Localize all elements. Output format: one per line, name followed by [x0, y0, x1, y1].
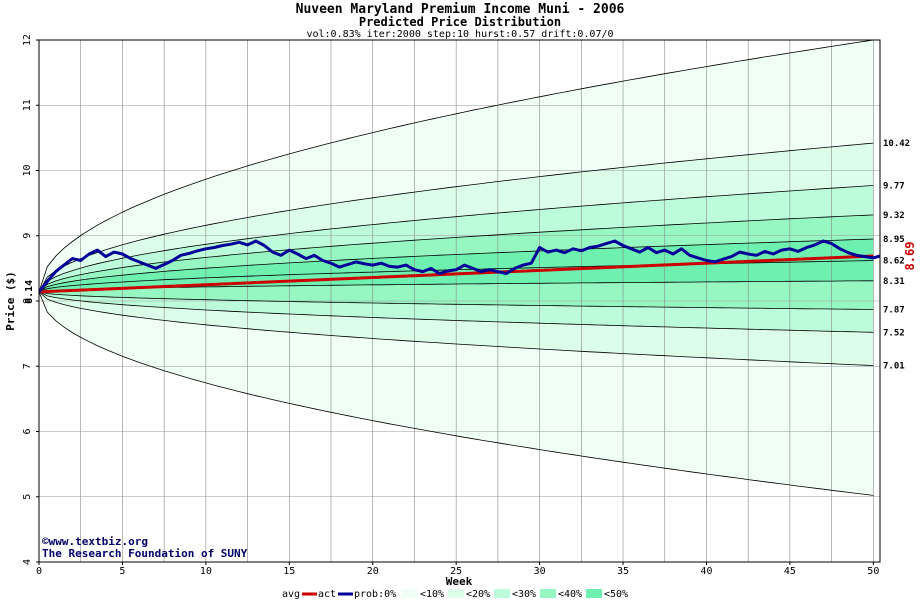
legend-band-40-label: <40% [558, 589, 582, 600]
percentile-curve-p90 [39, 291, 874, 366]
right-percentile-label: 7.87 [883, 305, 905, 315]
legend-band-40-swatch [540, 589, 556, 598]
y-axis-label: Price ($) [4, 271, 17, 331]
right-percentile-label: 10.42 [883, 139, 910, 149]
legend-band-20-label: <20% [466, 589, 490, 600]
legend-band-10-label: <10% [420, 589, 444, 600]
legend-avg-label: avg [282, 589, 300, 600]
y-tick-label: 5 [22, 494, 33, 500]
right-percentile-label: 8.62 [883, 257, 905, 267]
chart-subtitle: Predicted Price Distribution [359, 15, 561, 29]
legend-band-30-swatch [494, 589, 510, 598]
right-percentile-label: 7.52 [883, 328, 905, 338]
legend-band-50-swatch [586, 589, 602, 598]
percentile-curve-p0 [39, 40, 874, 293]
x-tick-label: 20 [367, 566, 379, 577]
x-tick-label: 40 [700, 566, 712, 577]
right-percentile-label: 9.77 [883, 182, 905, 192]
percentile-curve-p30 [39, 214, 874, 293]
actual-price-line [39, 239, 880, 293]
price-series [39, 239, 880, 294]
x-tick-label: 50 [867, 566, 879, 577]
x-tick-label: 0 [36, 566, 42, 577]
y-tick-label: 10 [22, 164, 33, 176]
legend-band-20-swatch [448, 589, 464, 598]
percentile-curve-p10 [39, 142, 874, 293]
legend-act-label: act [318, 589, 336, 600]
y-tick-label: 4 [22, 559, 33, 565]
percentile-curve-p80 [39, 291, 874, 333]
right-percentile-label: 9.32 [883, 211, 905, 221]
y-tick-label: 12 [22, 34, 33, 46]
right-percentile-label: 8.31 [883, 277, 905, 287]
chart-params: vol:0.83% iter:2000 step:10 hurst:0.57 d… [306, 29, 613, 40]
legend-band-50-label: <50% [604, 589, 628, 600]
x-tick-label: 5 [119, 566, 125, 577]
legend-band-30-label: <30% [512, 589, 536, 600]
avg-price-line [39, 254, 874, 294]
chart-legend: avg act prob:0% <10% <20% <30% <40% <50% [282, 589, 628, 600]
percentile-curve-p40 [39, 238, 874, 293]
right-percentile-label: 8.95 [883, 235, 905, 245]
right-percentile-label: 7.01 [883, 362, 905, 372]
x-tick-label: 35 [617, 566, 629, 577]
y-axis-ticks: 4 5 6 7 8 9 10 11 12 [22, 34, 39, 565]
x-tick-label: 25 [450, 566, 462, 577]
right-percentile-labels: 10.42 9.77 9.32 8.95 8.62 8.31 7.87 7.52 7.01 [883, 139, 910, 372]
x-axis-ticks: 0 5 10 15 20 25 30 35 40 45 50 [36, 562, 879, 577]
percentile-curve-p70 [39, 291, 874, 310]
y-tick-label: 7 [22, 363, 33, 369]
x-tick-label: 30 [534, 566, 546, 577]
legend-band-10-swatch [402, 589, 418, 598]
y-tick-label: 9 [22, 233, 33, 239]
legend-prob0-label: prob:0% [354, 589, 396, 600]
x-axis-label: Week [446, 575, 473, 588]
y-tick-label: 8 [22, 298, 33, 304]
watermark-org: The Research Foundation of SUNY [42, 547, 248, 560]
start-price-label: 8.14 [24, 280, 35, 304]
chart-title: Nuveen Maryland Premium Income Muni - 20… [296, 2, 625, 17]
x-tick-label: 45 [784, 566, 796, 577]
x-tick-label: 15 [283, 566, 295, 577]
percentile-curve-p20 [39, 185, 874, 293]
y-tick-label: 11 [22, 99, 33, 111]
y-tick-label: 6 [22, 428, 33, 434]
watermark-url: ©www.textbiz.org [42, 535, 148, 548]
final-actual-price-label: 8.69 [903, 242, 917, 271]
x-tick-label: 10 [200, 566, 212, 577]
percentile-curve-p100 [39, 291, 874, 496]
